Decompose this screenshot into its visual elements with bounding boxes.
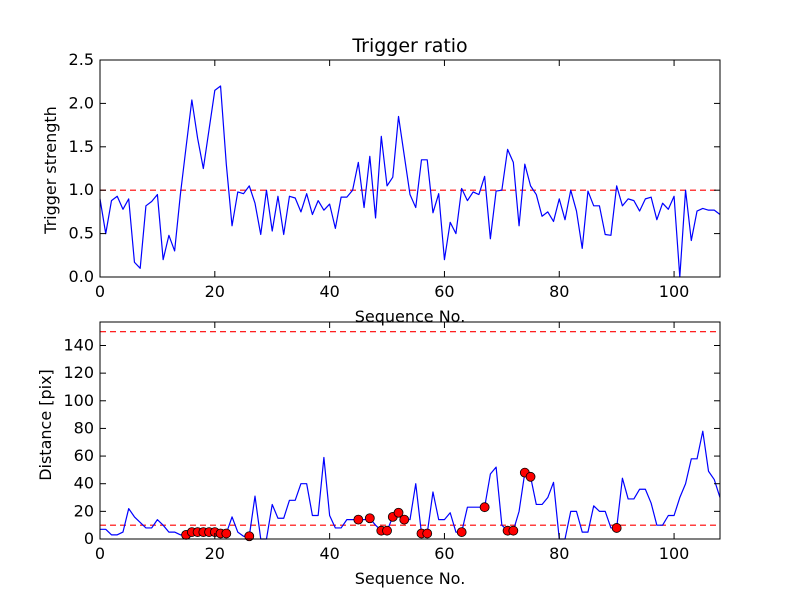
- x-tick-label: 100: [659, 282, 690, 301]
- data-point: [244, 531, 255, 542]
- x-tick-label: 60: [434, 282, 454, 301]
- y-tick-label: 2.0: [69, 93, 94, 112]
- y-tick-label: 0.0: [69, 267, 94, 286]
- x-tick-label: 20: [205, 544, 225, 563]
- data-point: [479, 502, 490, 513]
- y-tick-label: 2.5: [69, 50, 94, 69]
- x-tick-label: 0: [95, 544, 105, 563]
- distance-chart: Sequence No. Distance [pix] 0 20 40 60 80 100…: [36, 321, 721, 588]
- x-tick-label: 60: [434, 544, 454, 563]
- x-tick-label: 80: [549, 282, 569, 301]
- y-axis-label: Distance [pix]: [36, 369, 55, 481]
- data-point: [364, 513, 375, 524]
- data-point: [525, 471, 536, 482]
- x-tick-label: 100: [659, 544, 690, 563]
- y-tick-label: 1.5: [69, 137, 94, 156]
- data-point: [508, 525, 519, 536]
- series-line: [99, 85, 721, 278]
- data-point: [382, 525, 392, 536]
- x-tick-label: 80: [549, 544, 569, 563]
- y-axis-label: Trigger strength: [41, 106, 60, 235]
- data-point: [221, 528, 232, 539]
- data-point: [393, 507, 404, 518]
- x-axis-label: Sequence No.: [355, 569, 466, 588]
- y-tick-label: 100: [63, 391, 94, 410]
- data-point: [422, 528, 433, 539]
- y-tick-label: 20: [74, 501, 94, 520]
- plot-frame: [99, 59, 721, 278]
- y-tick-label: 0: [84, 529, 94, 548]
- x-tick-label: 40: [319, 544, 339, 563]
- data-point: [456, 527, 467, 537]
- plot-frame: [99, 321, 721, 540]
- x-tick-label: 0: [95, 282, 105, 301]
- trigger-ratio-chart: Trigger ratio Sequence No. Trigger stren…: [41, 35, 721, 326]
- y-tick-label: 140: [63, 335, 94, 354]
- y-tick-label: 40: [74, 474, 94, 493]
- data-point: [611, 523, 622, 533]
- x-tick-label: 20: [205, 282, 225, 301]
- y-tick-label: 1.0: [69, 180, 94, 199]
- data-point: [353, 514, 364, 525]
- x-tick-label: 40: [319, 282, 339, 301]
- y-tick-label: 80: [74, 418, 94, 437]
- data-point: [399, 514, 410, 525]
- x-axis-label: Sequence No.: [355, 307, 466, 326]
- chart-title: Trigger ratio: [351, 35, 467, 57]
- y-tick-label: 0.5: [69, 224, 94, 243]
- y-tick-label: 60: [74, 446, 94, 465]
- y-tick-label: 120: [63, 363, 94, 382]
